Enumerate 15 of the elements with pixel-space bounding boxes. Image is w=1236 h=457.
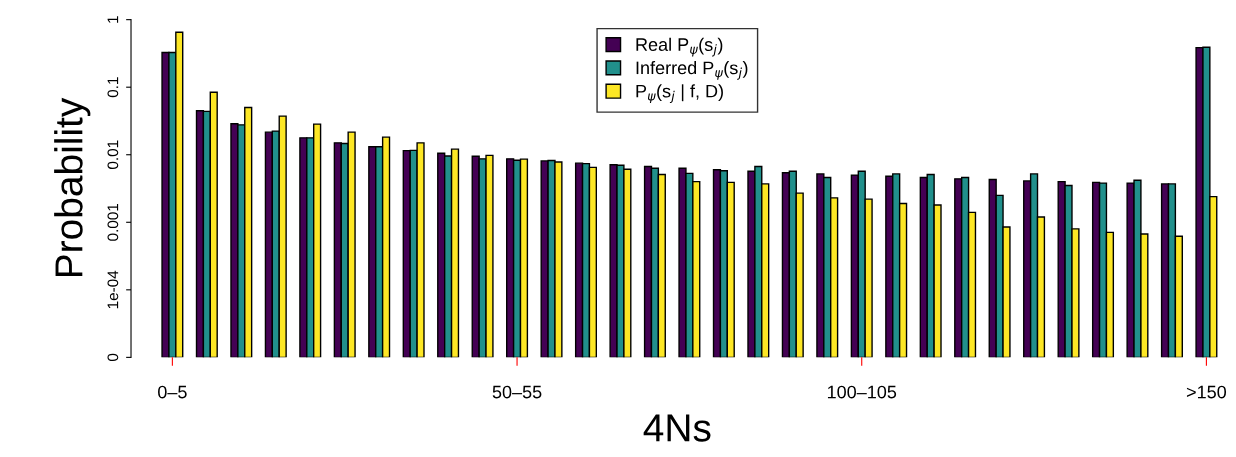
x-axis-title: 4Ns bbox=[643, 414, 711, 442]
y-tick-label: 0.01 bbox=[107, 140, 119, 170]
legend-label: Inferred P$_{ψ}$(s$_{j}$) bbox=[636, 61, 748, 80]
x-tick-label: 50–55 bbox=[492, 385, 542, 399]
x-tick-label: 100–105 bbox=[827, 385, 897, 399]
y-axis-title: Probability bbox=[54, 97, 91, 277]
y-tick-label: 0.001 bbox=[107, 203, 119, 241]
x-tick-label: 0–5 bbox=[158, 385, 187, 399]
y-tick-label: 0 bbox=[107, 353, 119, 362]
y-tick-label: 1 bbox=[107, 16, 119, 23]
y-tick-label: 1e-04 bbox=[107, 270, 119, 309]
y-tick-label: 0.1 bbox=[107, 77, 119, 98]
legend-label: Real P$_{ψ}$(s$_{j}$) bbox=[636, 37, 723, 57]
legend-label: P$_{ψ}$(s$_{j}$ | f, D) bbox=[636, 84, 723, 103]
x-tick-label: >150 bbox=[1186, 385, 1227, 399]
